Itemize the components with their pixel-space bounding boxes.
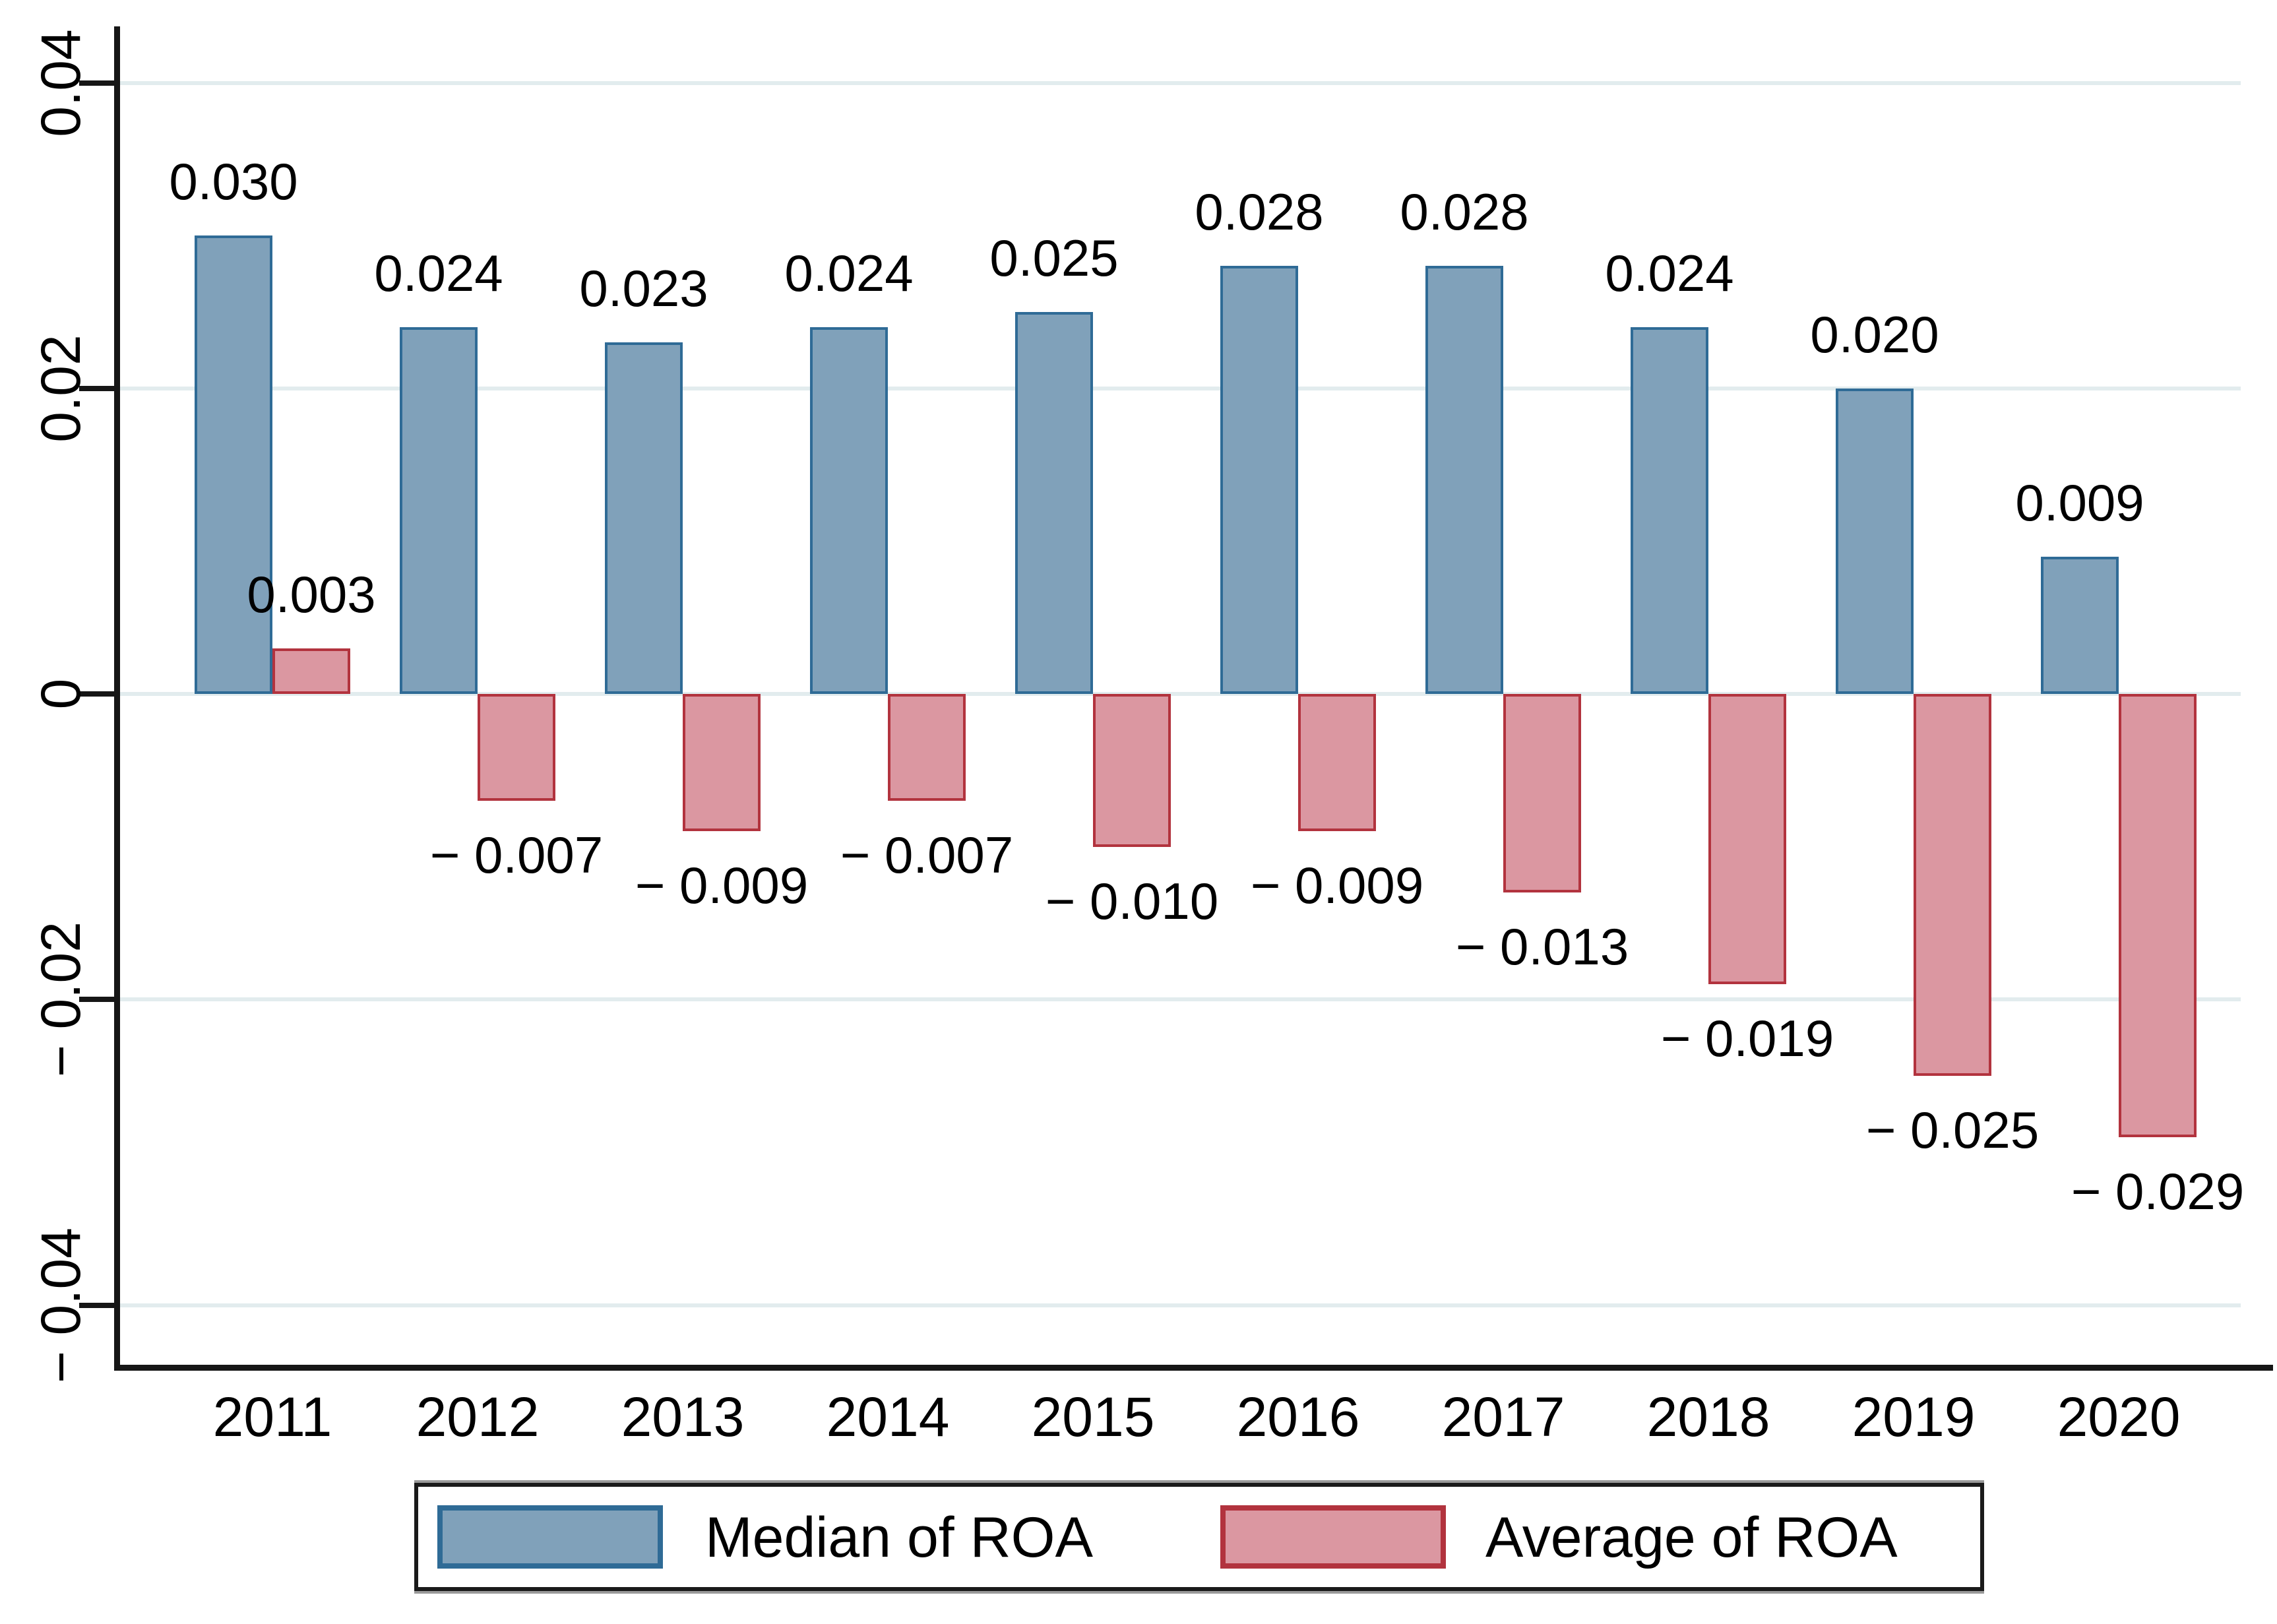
y-tick-label-0: 0 [30,678,92,710]
bar-median-2011 [195,235,272,694]
x-axis-line [114,1365,2273,1371]
value-label-average-2015: − 0.010 [1045,871,1219,930]
bar-average-2015 [1093,694,1171,847]
value-label-median-2018: 0.024 [1605,244,1734,303]
value-label-median-2011: 0.030 [169,152,298,211]
x-label-2014: 2014 [826,1386,950,1448]
x-label-2011: 2011 [212,1386,332,1448]
value-label-average-2011: 0.003 [247,565,376,623]
legend-swatch-average-icon [1220,1505,1446,1569]
legend-swatch-median-icon [437,1505,663,1569]
bar-median-2014 [810,327,888,694]
bar-median-2012 [400,327,478,694]
y-axis-line [114,26,120,1371]
value-label-average-2020: − 0.029 [2071,1162,2245,1220]
x-label-2018: 2018 [1646,1386,1770,1448]
bar-average-2020 [2119,694,2197,1137]
y-tick-label--0.02: − 0.02 [30,921,92,1078]
x-label-2017: 2017 [1441,1386,1565,1448]
bar-average-2012 [478,694,555,801]
value-label-median-2012: 0.024 [374,244,503,303]
gridline--0.04 [120,1303,2241,1307]
x-label-2019: 2019 [1852,1386,1976,1448]
gridline-0.04 [120,80,2241,85]
value-label-average-2012: − 0.007 [429,826,604,885]
value-label-median-2019: 0.020 [1810,305,1939,363]
bar-median-2016 [1220,266,1298,694]
y-tick-label-0.04: 0.04 [30,28,92,137]
x-label-2015: 2015 [1031,1386,1155,1448]
bar-average-2016 [1298,694,1376,832]
x-label-2012: 2012 [416,1386,540,1448]
bar-median-2018 [1631,327,1708,694]
y-tick-0 [79,691,120,697]
value-label-average-2019: − 0.025 [1865,1101,2040,1160]
bar-median-2017 [1425,266,1503,694]
legend-label-average: Average of ROA [1485,1506,1898,1569]
x-label-2013: 2013 [621,1386,745,1448]
bar-average-2011 [272,648,350,694]
gridline-0 [120,692,2241,696]
value-label-median-2017: 0.028 [1400,183,1529,241]
value-label-average-2014: − 0.007 [840,826,1014,885]
y-tick-0.04 [79,80,120,86]
x-label-2020: 2020 [2057,1386,2181,1448]
value-label-average-2013: − 0.009 [635,856,809,915]
y-tick--0.02 [79,997,120,1003]
value-label-median-2016: 0.028 [1195,183,1324,241]
bar-average-2013 [683,694,761,832]
legend: Median of ROA Average of ROA [414,1483,1984,1591]
value-label-median-2014: 0.024 [784,244,914,303]
bar-average-2018 [1708,694,1786,985]
y-tick-0.02 [79,385,120,391]
legend-label-median: Median of ROA [705,1506,1093,1569]
value-label-average-2016: − 0.009 [1250,856,1424,915]
bar-median-2013 [605,342,683,694]
bar-average-2014 [888,694,966,801]
value-label-median-2013: 0.023 [579,259,708,318]
gridline--0.02 [120,997,2241,1002]
y-tick--0.04 [79,1302,120,1308]
bar-average-2019 [1914,694,1991,1077]
bar-median-2015 [1015,311,1093,694]
bar-average-2017 [1503,694,1581,893]
value-label-average-2017: − 0.013 [1455,918,1629,976]
y-tick-label-0.02: 0.02 [30,334,92,443]
value-label-median-2015: 0.025 [989,228,1119,287]
y-tick-label--0.04: − 0.04 [30,1227,92,1383]
x-label-2016: 2016 [1236,1386,1360,1448]
bar-median-2020 [2041,556,2119,694]
bar-median-2019 [1836,388,1914,694]
gridline-0.02 [120,386,2241,390]
value-label-median-2020: 0.009 [2015,473,2144,532]
value-label-average-2018: − 0.019 [1660,1009,1834,1068]
